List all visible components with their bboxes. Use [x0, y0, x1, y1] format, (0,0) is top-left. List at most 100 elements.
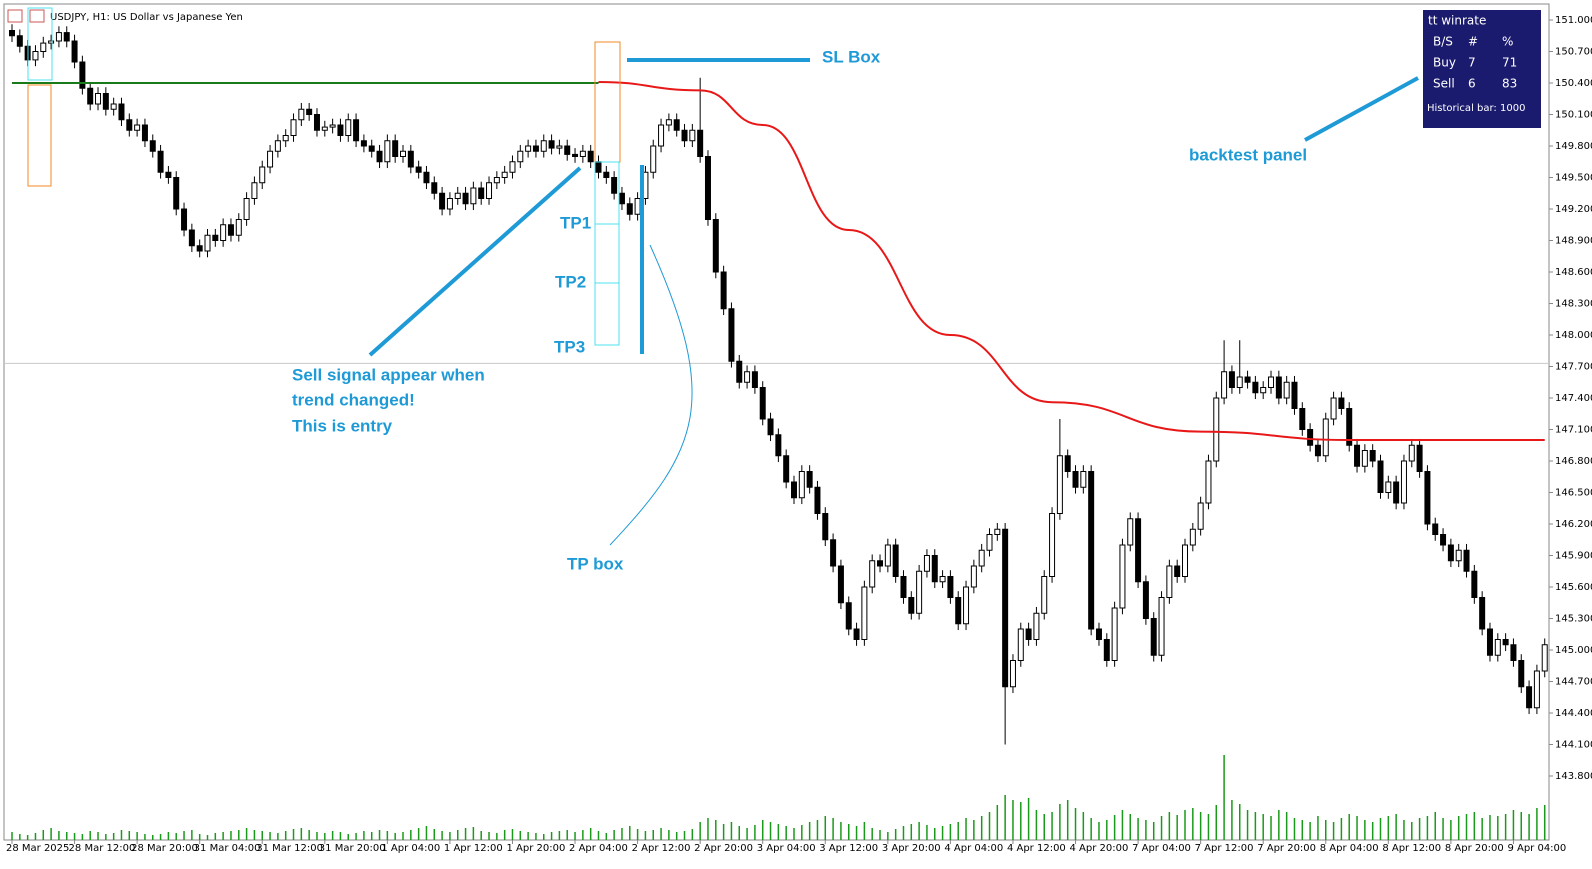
candle-body	[48, 40, 55, 44]
x-tick-label: 7 Apr 04:00	[1132, 843, 1191, 854]
candle-body	[963, 586, 970, 625]
candle-body	[1268, 376, 1275, 388]
candle-body	[71, 40, 78, 63]
candle-body	[1299, 408, 1306, 430]
candle-body	[611, 177, 618, 194]
candle-body	[923, 555, 930, 572]
candle-body	[1127, 518, 1134, 546]
y-tick-label: 149.500	[1555, 173, 1592, 184]
y-tick-label: 150.700	[1555, 47, 1592, 58]
candle-body	[791, 481, 797, 499]
y-tick-label: 143.800	[1555, 771, 1592, 782]
candle-body	[822, 513, 829, 541]
candle-body	[1017, 628, 1024, 661]
candle-body	[400, 150, 406, 157]
candle-body	[1518, 660, 1525, 688]
candle-body	[892, 544, 899, 577]
candle-body	[1533, 670, 1540, 709]
y-tick-label: 148.900	[1555, 236, 1592, 247]
candle-body	[548, 140, 555, 149]
y-tick-label: 148.300	[1555, 299, 1592, 310]
candle-body	[9, 30, 15, 37]
candle-body	[1486, 628, 1493, 656]
candle-body	[1432, 523, 1439, 535]
candle-body	[188, 229, 195, 247]
annotation: backtest panel	[1189, 145, 1307, 164]
candle-body	[321, 126, 328, 131]
y-tick-label: 145.900	[1555, 551, 1592, 562]
candle-body	[1400, 460, 1407, 504]
candle-body	[290, 119, 297, 136]
candle-body	[650, 145, 657, 173]
candle-body	[212, 234, 219, 241]
candle-body	[1416, 444, 1423, 472]
candle-body	[978, 549, 985, 567]
x-tick-label: 7 Apr 20:00	[1257, 843, 1316, 854]
candle-body	[141, 124, 148, 142]
x-tick-label: 7 Apr 12:00	[1195, 843, 1254, 854]
y-tick-label: 145.300	[1555, 614, 1592, 625]
candle-body	[728, 308, 735, 362]
tp-box	[594, 161, 620, 346]
candle-body	[720, 271, 727, 310]
x-tick-label: 31 Mar 04:00	[194, 843, 261, 854]
annotation: TP1	[560, 213, 591, 232]
candle-body	[1244, 376, 1251, 383]
x-tick-label: 4 Apr 04:00	[944, 843, 1003, 854]
y-tick-label: 148.600	[1555, 267, 1592, 278]
x-tick-label: 1 Apr 04:00	[381, 843, 440, 854]
candle-body	[845, 602, 852, 630]
candle-body	[916, 570, 923, 614]
x-tick-label: 31 Mar 12:00	[256, 843, 323, 854]
candle-body	[1103, 639, 1110, 661]
candle-body	[1510, 644, 1517, 661]
candle-body	[1252, 381, 1259, 394]
candle-body	[439, 192, 446, 210]
pointer	[368, 166, 582, 357]
candle-body	[306, 108, 313, 115]
candle-body	[1158, 597, 1165, 656]
y-tick-label: 151.000	[1555, 15, 1592, 26]
x-tick-label: 9 Apr 04:00	[1507, 843, 1566, 854]
candle-body	[1338, 397, 1345, 409]
sl-box-small	[27, 84, 52, 187]
candle-body	[1080, 471, 1087, 488]
candle-body	[454, 192, 461, 199]
candle-body	[540, 140, 547, 152]
candle-body	[1182, 544, 1188, 577]
candle-body	[1064, 455, 1071, 472]
candle-body	[1041, 576, 1048, 614]
candle-body	[634, 198, 641, 215]
candle-body	[869, 560, 876, 588]
candle-body	[517, 150, 524, 163]
candle-body	[149, 140, 156, 152]
panel-cell: 7	[1468, 56, 1476, 70]
candle-body	[407, 150, 414, 168]
candle-body	[1377, 460, 1384, 493]
x-tick-label: 2 Apr 04:00	[569, 843, 628, 854]
y-tick-label: 144.700	[1555, 677, 1592, 688]
candle-body	[900, 576, 907, 598]
candle-body	[423, 171, 430, 184]
x-tick-label: 4 Apr 20:00	[1070, 843, 1129, 854]
candle-body	[337, 124, 344, 136]
candle-body	[478, 187, 485, 199]
candle-body	[329, 124, 336, 128]
candle-body	[384, 140, 391, 163]
candle-body	[204, 234, 211, 252]
x-tick-label: 1 Apr 12:00	[444, 843, 503, 854]
candle-body	[798, 471, 805, 499]
candle-body	[970, 565, 977, 588]
candle-body	[1346, 408, 1353, 446]
candle-body	[1009, 660, 1016, 688]
candle-body	[446, 198, 453, 210]
candle-body	[1213, 397, 1220, 462]
y-tick-label: 144.400	[1555, 708, 1592, 719]
candle-body	[775, 434, 782, 457]
candle-body	[665, 119, 672, 126]
x-tick-label: 3 Apr 20:00	[882, 843, 941, 854]
candle-body	[110, 103, 117, 110]
candle-body	[931, 555, 938, 583]
candle-body	[947, 576, 954, 598]
candle-body	[501, 171, 508, 178]
